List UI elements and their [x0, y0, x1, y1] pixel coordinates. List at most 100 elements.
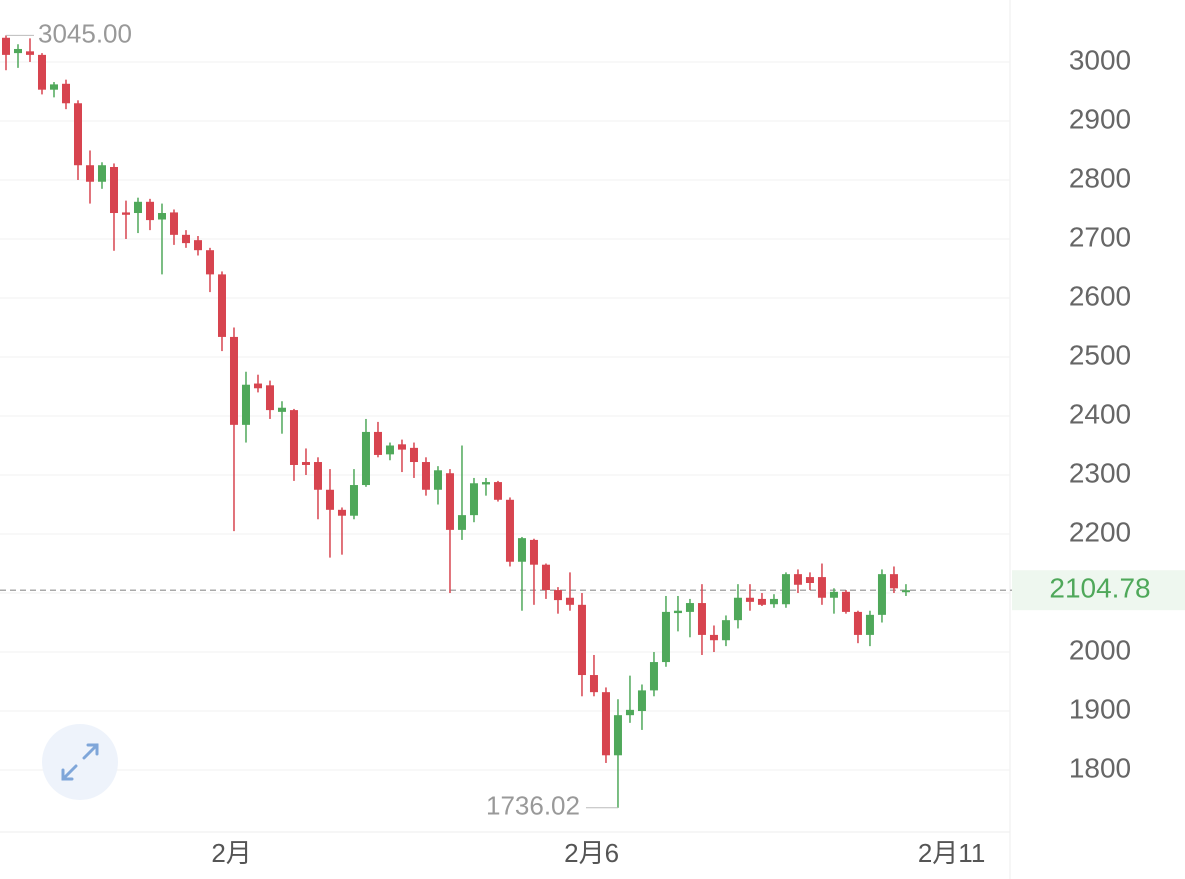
- y-tick-label: 1900: [1069, 693, 1131, 724]
- candle-body: [289, 410, 298, 465]
- y-tick-label: 2800: [1069, 162, 1131, 193]
- candle-body: [817, 577, 826, 598]
- y-tick-label: 2500: [1069, 339, 1131, 370]
- candle-body: [661, 611, 670, 663]
- candle-body: [349, 485, 358, 516]
- candle-body: [709, 634, 718, 641]
- candle-body: [229, 336, 238, 425]
- candle-body: [697, 603, 706, 635]
- candle-body: [409, 447, 418, 463]
- candle-body: [433, 470, 442, 490]
- candle-body: [733, 597, 742, 621]
- candle-body: [517, 538, 526, 562]
- high-label: 3045.00: [38, 18, 132, 48]
- y-tick-label: 2700: [1069, 221, 1131, 252]
- x-tick-label: 2月: [211, 838, 251, 868]
- low-label: 1736.02: [486, 791, 580, 821]
- candle-body: [577, 604, 586, 676]
- candle-body: [901, 590, 910, 593]
- candle-body: [721, 620, 730, 641]
- y-tick-label: 2300: [1069, 457, 1131, 488]
- candle-body: [829, 591, 838, 598]
- candle-body: [445, 473, 454, 530]
- candle-body: [877, 574, 886, 615]
- candle-body: [337, 509, 346, 516]
- x-tick-label: 2月11: [918, 838, 985, 868]
- expand-button[interactable]: [42, 724, 118, 800]
- y-tick-label: 2200: [1069, 516, 1131, 547]
- y-tick-label: 2000: [1069, 634, 1131, 665]
- candle-body: [793, 574, 802, 585]
- candle-body: [601, 692, 610, 756]
- candle-body: [157, 213, 166, 220]
- candle-body: [37, 54, 46, 90]
- y-tick-label: 2400: [1069, 398, 1131, 429]
- candle-body: [805, 577, 814, 583]
- candle-body: [565, 597, 574, 605]
- candle-body: [673, 610, 682, 614]
- candle-body: [589, 675, 598, 693]
- candle-body: [193, 240, 202, 251]
- candle-body: [613, 715, 622, 756]
- y-tick-label: 3000: [1069, 44, 1131, 75]
- candle-body: [625, 709, 634, 716]
- candle-body: [97, 165, 106, 182]
- candle-body: [781, 574, 790, 605]
- candle-body: [61, 83, 70, 104]
- candle-body: [73, 103, 82, 166]
- candle-body: [889, 574, 898, 589]
- candle-body: [181, 234, 190, 244]
- candle-body: [505, 499, 514, 562]
- candle-body: [853, 611, 862, 635]
- candle-body: [865, 614, 874, 635]
- candle-body: [385, 445, 394, 455]
- candle-body: [1, 37, 10, 55]
- candle-body: [757, 598, 766, 605]
- candle-body: [529, 539, 538, 565]
- candle-body: [421, 462, 430, 490]
- candle-body: [49, 84, 58, 90]
- candle-body: [109, 166, 118, 214]
- candle-body: [265, 385, 274, 411]
- candle-body: [241, 384, 250, 425]
- candle-body: [361, 431, 370, 486]
- candle-body: [205, 250, 214, 275]
- candle-body: [133, 201, 142, 214]
- candle-body: [553, 590, 562, 601]
- y-tick-label: 2600: [1069, 280, 1131, 311]
- candle-body: [769, 598, 778, 605]
- candle-body: [457, 515, 466, 530]
- candle-body: [277, 407, 286, 412]
- candle-body: [841, 591, 850, 612]
- candle-body: [325, 489, 334, 510]
- candle-body: [217, 274, 226, 337]
- candle-body: [373, 431, 382, 455]
- candle-body: [301, 462, 310, 465]
- candle-body: [397, 444, 406, 450]
- expand-button-bg[interactable]: [42, 724, 118, 800]
- x-tick-label: 2月6: [564, 838, 619, 868]
- expand-icon[interactable]: [61, 743, 99, 781]
- candle-body: [253, 383, 262, 389]
- candle-body: [481, 482, 490, 485]
- last-price-label: 2104.78: [1049, 573, 1150, 604]
- candle-body: [313, 462, 322, 490]
- candle-body: [685, 603, 694, 612]
- candle-body: [25, 51, 34, 55]
- candle-body: [469, 483, 478, 516]
- candle-body: [637, 690, 646, 712]
- candle-body: [121, 212, 130, 215]
- candle-body: [745, 597, 754, 602]
- candle-body: [169, 212, 178, 235]
- last-price-box: [1012, 570, 1185, 611]
- y-tick-label: 2900: [1069, 103, 1131, 134]
- y-tick-label: 1800: [1069, 752, 1131, 783]
- candle-body: [13, 48, 22, 54]
- candle-body: [649, 662, 658, 691]
- candle-body: [85, 165, 94, 182]
- candle-body: [145, 201, 154, 221]
- candle-body: [541, 564, 550, 591]
- candle-body: [493, 482, 502, 500]
